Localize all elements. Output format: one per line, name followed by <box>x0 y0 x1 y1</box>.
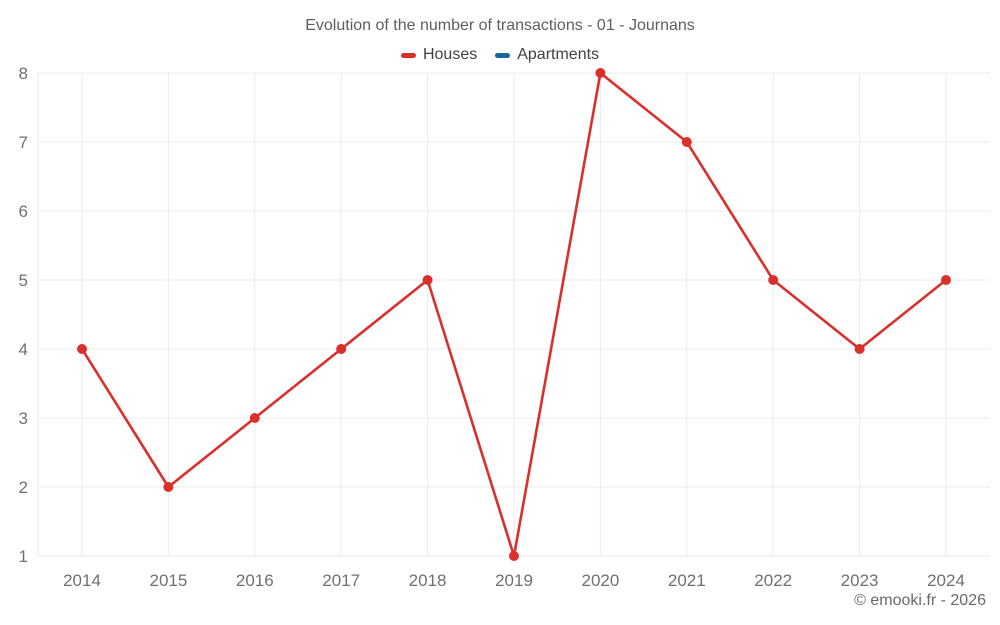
legend-item-houses[interactable]: Houses <box>400 46 478 64</box>
x-axis-label: 2014 <box>63 571 101 590</box>
data-point-houses-2021[interactable] <box>681 137 692 147</box>
x-axis-label: 2019 <box>495 571 533 590</box>
legend-item-apartments[interactable]: Apartments <box>495 46 599 64</box>
y-axis-label: 1 <box>19 547 28 566</box>
y-axis-label: 2 <box>19 478 28 497</box>
y-axis-label: 3 <box>19 409 28 428</box>
x-axis-label: 2024 <box>927 571 965 590</box>
legend-label: Apartments <box>517 46 600 63</box>
x-axis-label: 2017 <box>322 571 360 590</box>
data-point-houses-2015[interactable] <box>163 482 174 492</box>
x-axis-label: 2023 <box>841 571 879 590</box>
data-point-houses-2024[interactable] <box>941 275 951 285</box>
legend-swatch-icon <box>400 52 416 58</box>
x-axis-label: 2022 <box>754 571 792 590</box>
data-point-houses-2016[interactable] <box>249 413 260 423</box>
y-axis-label: 7 <box>19 133 28 152</box>
x-axis-label: 2020 <box>581 571 619 590</box>
data-point-houses-2017[interactable] <box>336 344 347 354</box>
y-axis-label: 8 <box>19 64 28 83</box>
data-point-houses-2018[interactable] <box>422 275 433 285</box>
data-point-houses-2014[interactable] <box>77 344 87 354</box>
copyright-text: © emooki.fr - 2026 <box>854 592 986 609</box>
data-point-houses-2023[interactable] <box>854 344 865 354</box>
data-point-houses-2020[interactable] <box>595 68 606 78</box>
legend-label: Houses <box>422 46 478 63</box>
x-axis-label: 2018 <box>409 571 447 590</box>
x-axis-label: 2021 <box>668 571 706 590</box>
x-axis-label: 2015 <box>149 571 187 590</box>
data-point-houses-2022[interactable] <box>768 275 779 285</box>
y-axis-label: 4 <box>19 340 28 359</box>
chart-legend: Houses Apartments <box>0 46 1000 64</box>
x-axis-label: 2016 <box>236 571 274 590</box>
y-axis-label: 6 <box>19 202 28 221</box>
data-point-houses-2019[interactable] <box>509 551 519 561</box>
y-axis-label: 5 <box>19 271 28 290</box>
chart-title: Evolution of the number of transactions … <box>305 17 695 34</box>
legend-swatch-icon <box>495 52 511 58</box>
